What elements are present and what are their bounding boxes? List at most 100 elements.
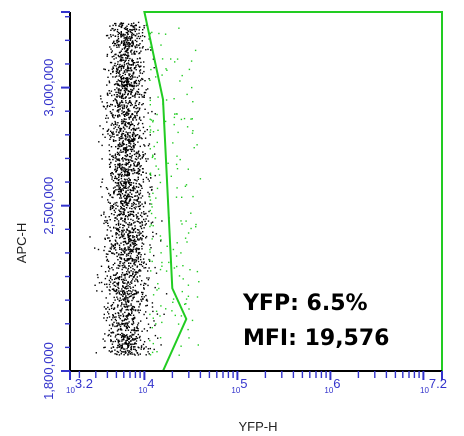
scatter-point-negative — [123, 200, 125, 202]
scatter-point-negative — [138, 306, 140, 308]
scatter-point-YFP+ — [199, 178, 202, 180]
scatter-point-negative — [126, 89, 128, 91]
scatter-point-negative — [104, 237, 106, 240]
scatter-point-negative — [146, 300, 149, 302]
scatter-point-negative — [138, 270, 140, 272]
scatter-point-negative — [139, 221, 141, 224]
scatter-point-YFP+ — [177, 131, 179, 134]
scatter-point-negative — [124, 275, 126, 277]
scatter-point-negative — [134, 39, 137, 42]
scatter-point-negative — [128, 351, 130, 354]
scatter-point-negative — [116, 167, 119, 170]
scatter-point-negative — [134, 274, 136, 276]
scatter-point-negative — [127, 287, 129, 289]
scatter-point-negative — [128, 77, 130, 80]
scatter-point-negative — [112, 109, 114, 111]
scatter-point-negative — [108, 316, 111, 318]
scatter-point-negative — [121, 48, 123, 50]
scatter-point-negative — [129, 124, 132, 126]
scatter-point-negative — [131, 307, 133, 309]
scatter-point-negative — [141, 237, 143, 240]
scatter-point-negative — [119, 193, 121, 196]
scatter-point-negative — [121, 200, 123, 202]
x-tick-exponent: 5 — [240, 376, 247, 391]
scatter-point-negative — [125, 201, 127, 203]
scatter-point-negative — [130, 156, 132, 158]
scatter-point-negative — [136, 195, 138, 197]
scatter-point-negative — [106, 259, 108, 262]
scatter-point-negative — [127, 233, 129, 235]
scatter-point-negative — [128, 101, 130, 104]
scatter-point-negative — [114, 262, 116, 264]
scatter-point-negative — [153, 320, 155, 322]
scatter-point-negative — [121, 235, 123, 237]
scatter-point-negative — [121, 343, 124, 345]
scatter-point-YFP+ — [192, 101, 194, 103]
scatter-point-YFP+ — [197, 344, 199, 346]
scatter-point-negative — [103, 211, 105, 213]
scatter-point-negative — [123, 244, 125, 246]
scatter-point-negative — [132, 118, 134, 120]
scatter-point-negative — [118, 254, 120, 256]
scatter-point-negative — [145, 305, 147, 307]
scatter-point-negative — [125, 325, 127, 328]
scatter-point-negative — [148, 267, 150, 269]
scatter-point-negative — [118, 173, 120, 176]
scatter-point-negative — [118, 174, 120, 177]
scatter-point-negative — [126, 154, 128, 156]
scatter-point-negative — [121, 253, 123, 256]
scatter-point-negative — [118, 231, 121, 233]
scatter-point-negative — [142, 151, 144, 153]
scatter-point-negative — [119, 188, 121, 191]
scatter-point-negative — [122, 22, 125, 25]
scatter-point-negative — [128, 141, 130, 144]
scatter-point-negative — [123, 213, 125, 215]
scatter-point-YFP+ — [165, 68, 167, 70]
scatter-point-negative — [127, 54, 129, 56]
scatter-point-negative — [110, 146, 113, 148]
scatter-point-negative — [120, 128, 123, 130]
scatter-point-negative — [120, 323, 122, 326]
scatter-point-YFP+ — [192, 130, 194, 132]
scatter-point-negative — [143, 328, 146, 330]
scatter-point-negative — [106, 130, 108, 132]
scatter-point-YFP+ — [187, 284, 190, 286]
scatter-point-negative — [137, 281, 139, 283]
scatter-point-YFP+ — [150, 212, 153, 215]
scatter-point-negative — [128, 194, 130, 196]
y-tick-label: 1,800,000 — [41, 342, 56, 400]
scatter-point-negative — [128, 235, 130, 237]
scatter-point-negative — [132, 215, 135, 217]
scatter-point-negative — [138, 253, 140, 255]
scatter-point-negative — [117, 224, 120, 226]
scatter-point-negative — [137, 198, 139, 201]
scatter-point-negative — [120, 137, 123, 140]
scatter-point-negative — [132, 204, 135, 206]
scatter-point-negative — [135, 107, 137, 110]
scatter-point-negative — [119, 166, 121, 168]
gate-polygon[interactable] — [143, 11, 443, 372]
scatter-point-negative — [130, 257, 132, 260]
scatter-point-negative — [115, 169, 118, 172]
scatter-point-negative — [144, 202, 146, 205]
scatter-point-negative — [136, 229, 139, 231]
scatter-point-negative — [123, 104, 125, 106]
scatter-point-negative — [123, 143, 125, 145]
scatter-point-negative — [125, 131, 127, 133]
scatter-point-negative — [114, 175, 117, 178]
scatter-point-negative — [119, 51, 121, 54]
scatter-point-negative — [132, 137, 135, 139]
scatter-point-YFP+ — [149, 248, 151, 251]
scatter-point-negative — [123, 85, 125, 88]
scatter-point-negative — [128, 185, 130, 188]
scatter-point-negative — [124, 194, 126, 196]
scatter-point-negative — [115, 252, 118, 254]
scatter-point-negative — [105, 256, 108, 258]
scatter-point-negative — [137, 88, 140, 90]
scatter-point-YFP+ — [160, 239, 162, 241]
scatter-point-negative — [114, 123, 116, 125]
scatter-point-negative — [132, 95, 134, 97]
scatter-point-negative — [115, 53, 117, 56]
scatter-point-negative — [117, 267, 120, 269]
scatter-point-negative — [114, 154, 116, 157]
